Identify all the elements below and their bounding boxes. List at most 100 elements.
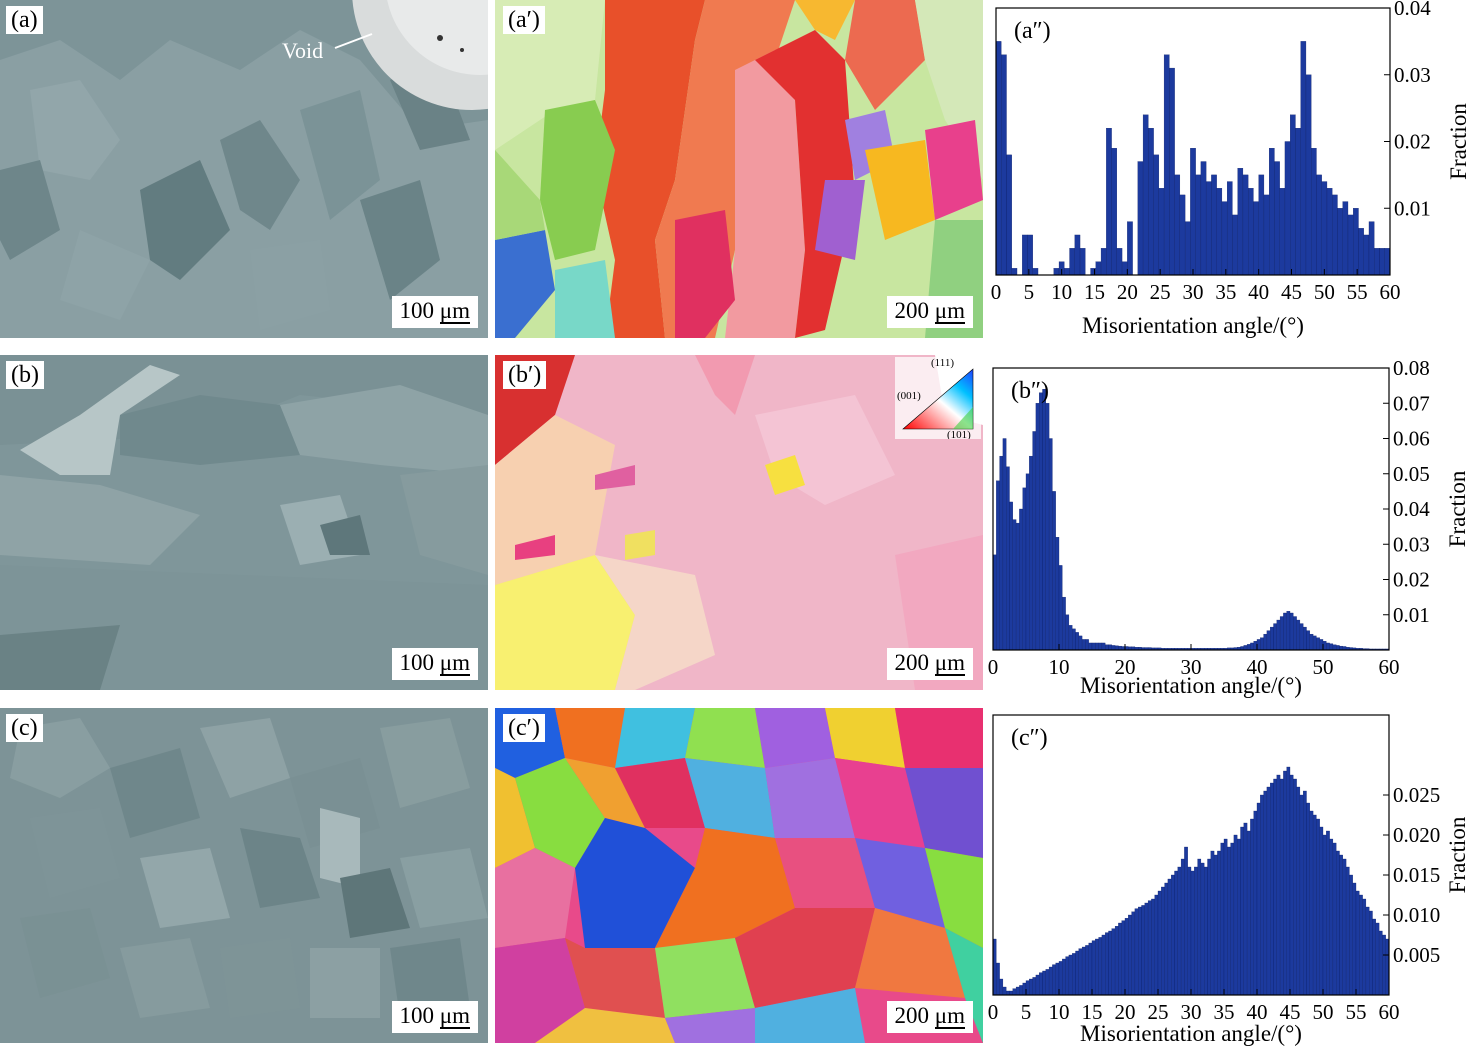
histogram-bar (1329, 838, 1334, 996)
y-tick-label: 0.04 (1394, 0, 1431, 20)
histogram-bar (1384, 248, 1391, 276)
histogram-bar (1352, 882, 1357, 996)
histogram-bar (1253, 810, 1258, 996)
panel-label: (b″) (1011, 378, 1049, 404)
histogram-bar (1250, 642, 1254, 651)
histogram-bar (1072, 628, 1076, 651)
histogram-bar (1095, 642, 1099, 651)
histogram-bar (1379, 248, 1385, 276)
y-tick-label: 0.07 (1393, 391, 1430, 415)
histogram-bar (1299, 794, 1304, 996)
histogram-bar (1068, 954, 1073, 996)
x-tick-label: 55 (1347, 280, 1368, 304)
histogram-bar (1006, 154, 1012, 276)
histogram-bar (1081, 946, 1086, 996)
x-tick-label: 35 (1215, 280, 1236, 304)
histogram-bar (1237, 168, 1244, 276)
ebsd-panel-a-prime: (a′) 200 μm (495, 0, 983, 338)
histogram-bar (1336, 850, 1340, 996)
histogram-svg: 0 5 10 15 20 25 30 35 40 45 50 55 60 0.005 0.010 0.015 0… (988, 714, 1470, 1046)
scale-bar-unit: μm (934, 298, 965, 324)
histogram-bar (1363, 234, 1370, 276)
histogram-bar (1321, 181, 1328, 276)
histogram-bar (1179, 194, 1186, 276)
histogram-bar (1052, 491, 1056, 651)
histogram-bar (1137, 161, 1144, 276)
histogram-bar (1174, 174, 1181, 276)
histogram-bar (1369, 910, 1373, 996)
histogram-bar (1042, 970, 1046, 996)
histogram-bar (1303, 626, 1307, 651)
x-tick-label: 20 (1115, 1000, 1136, 1024)
histogram-bar (1326, 188, 1333, 276)
histogram-bar (1039, 392, 1043, 651)
scale-bar-unit: μm (439, 650, 470, 676)
histogram-bar (1101, 642, 1106, 651)
histogram-bar (1362, 898, 1367, 996)
panel-label: (c″) (1011, 725, 1048, 751)
histogram-bar (1223, 838, 1228, 996)
histogram-bar (1227, 846, 1231, 996)
histogram-bar (1220, 842, 1225, 996)
x-tick-label: 60 (1380, 280, 1401, 304)
histogram-bar (1329, 643, 1334, 651)
histogram-bar (1358, 228, 1364, 276)
panel-label: (c′) (503, 714, 545, 742)
histogram-bar (1375, 922, 1380, 996)
histogram-bar (1258, 174, 1265, 276)
panel-label: (a′) (503, 6, 545, 34)
x-tick-label: 10 (1051, 280, 1072, 304)
histogram-bar (1372, 918, 1376, 996)
histogram-bar (1374, 248, 1380, 276)
ipf-legend: (111) (001) (101) (895, 357, 981, 439)
histogram-bar (1187, 866, 1192, 996)
scale-bar-number: 200 (894, 650, 930, 675)
scale-bar-unit: μm (439, 1003, 470, 1029)
histogram-bar (1088, 942, 1093, 996)
histogram-bar (1382, 934, 1386, 996)
histogram-bar (1167, 878, 1172, 996)
histogram-bar (1111, 148, 1117, 276)
histogram-bar (1290, 114, 1296, 276)
histogram-bar (1306, 802, 1310, 996)
histogram-bar (1216, 188, 1223, 276)
x-tick-label: 50 (1314, 280, 1335, 304)
sem-micrograph-c (0, 708, 488, 1043)
histogram-bar (1184, 846, 1188, 996)
histogram-bar (1319, 826, 1324, 996)
histogram-bar (1190, 870, 1195, 996)
histogram-bar (1177, 866, 1182, 996)
histogram-bar (999, 978, 1004, 996)
scale-bar-unit: μm (934, 650, 965, 676)
x-axis-label: Misorientation angle/(°) (1080, 1021, 1302, 1046)
x-tick-label: 40 (1247, 655, 1268, 679)
histogram-bar (1098, 937, 1103, 996)
histogram-bar (1154, 894, 1159, 996)
histogram-bar (1365, 906, 1370, 996)
histogram-bar (1058, 565, 1063, 651)
ipf-label-111: (111) (931, 357, 954, 369)
histogram-bar (1128, 914, 1132, 996)
sem-panel-a: (a) Void 100 μm (0, 0, 488, 338)
histogram-bar (1142, 114, 1149, 276)
ipf-label-001: (001) (897, 390, 921, 402)
histogram-bar (1035, 974, 1040, 996)
histogram-bar (1332, 644, 1337, 651)
histogram-bar (1293, 616, 1297, 651)
histogram-bar (1174, 870, 1178, 996)
histogram-bar (1163, 54, 1170, 276)
histogram-bar (1256, 802, 1261, 996)
histogram-bar (1100, 248, 1107, 276)
x-tick-label: 20 (1117, 280, 1138, 304)
histogram-bar (1079, 248, 1086, 276)
histogram-bar (1240, 826, 1244, 996)
histogram-bar (1263, 790, 1268, 996)
scale-bar-number: 200 (894, 1003, 930, 1028)
histogram-bar (1326, 642, 1330, 651)
histogram-bar (1349, 874, 1353, 996)
histogram-bar (1309, 633, 1314, 651)
histogram-bar (1286, 611, 1291, 651)
histogram-bar (1312, 635, 1317, 651)
scale-bar-unit: μm (934, 1003, 965, 1029)
histogram-bar (1359, 894, 1363, 996)
